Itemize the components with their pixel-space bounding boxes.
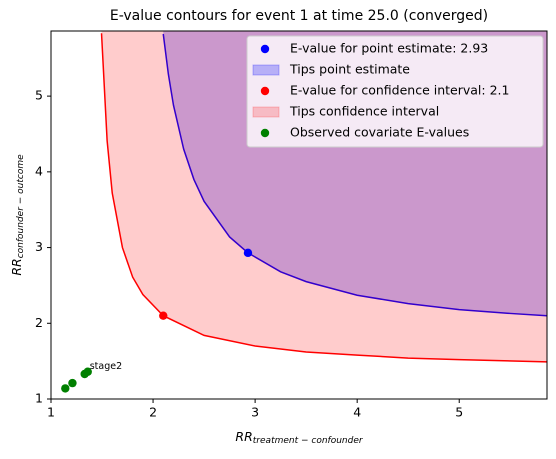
legend-box	[246, 35, 544, 148]
legend-label: Tips confidence interval	[289, 104, 439, 119]
point	[68, 378, 77, 388]
y-tick-label: 2	[35, 315, 43, 330]
contour-line	[100, 33, 547, 363]
x-tick-label: 5	[455, 405, 463, 420]
legend-patch	[252, 64, 280, 76]
point	[61, 384, 70, 393]
legend-label: E-value for point estimate: 2.93	[290, 41, 488, 56]
x-tick-label: 4	[353, 405, 361, 420]
point	[243, 248, 253, 258]
legend-label: Tips point estimate	[289, 62, 410, 77]
y-axis-label: RRconfounder − outcome	[9, 154, 26, 276]
legend-label: Observed covariate E-values	[290, 125, 469, 140]
y-tick-label: 1	[35, 391, 43, 406]
legend-marker	[260, 86, 270, 96]
y-label-main: RR	[9, 258, 24, 275]
x-label-main: RR	[235, 429, 252, 444]
legend-marker	[260, 44, 270, 54]
legend-patch	[252, 106, 280, 118]
point	[159, 311, 168, 320]
x-tick-label: 2	[149, 405, 157, 420]
legend-label: E-value for confidence interval: 2.1	[290, 83, 509, 98]
x-axis-label: RRtreatment − confounder	[235, 429, 363, 446]
point	[83, 367, 92, 376]
y-tick-label: 4	[35, 163, 43, 178]
x-tick-label: 1	[47, 405, 55, 420]
annotation: stage2	[90, 361, 122, 372]
y-tick-label: 3	[35, 239, 43, 254]
x-label-sub: treatment − confounder	[253, 436, 364, 446]
legend-marker	[260, 128, 270, 138]
axes-frame	[50, 30, 548, 400]
y-label-sub: confounder − outcome	[16, 154, 26, 258]
chart-title: E-value contours for event 1 at time 25.…	[110, 8, 488, 24]
y-tick-label: 5	[35, 88, 43, 103]
x-tick-label: 3	[251, 405, 259, 420]
